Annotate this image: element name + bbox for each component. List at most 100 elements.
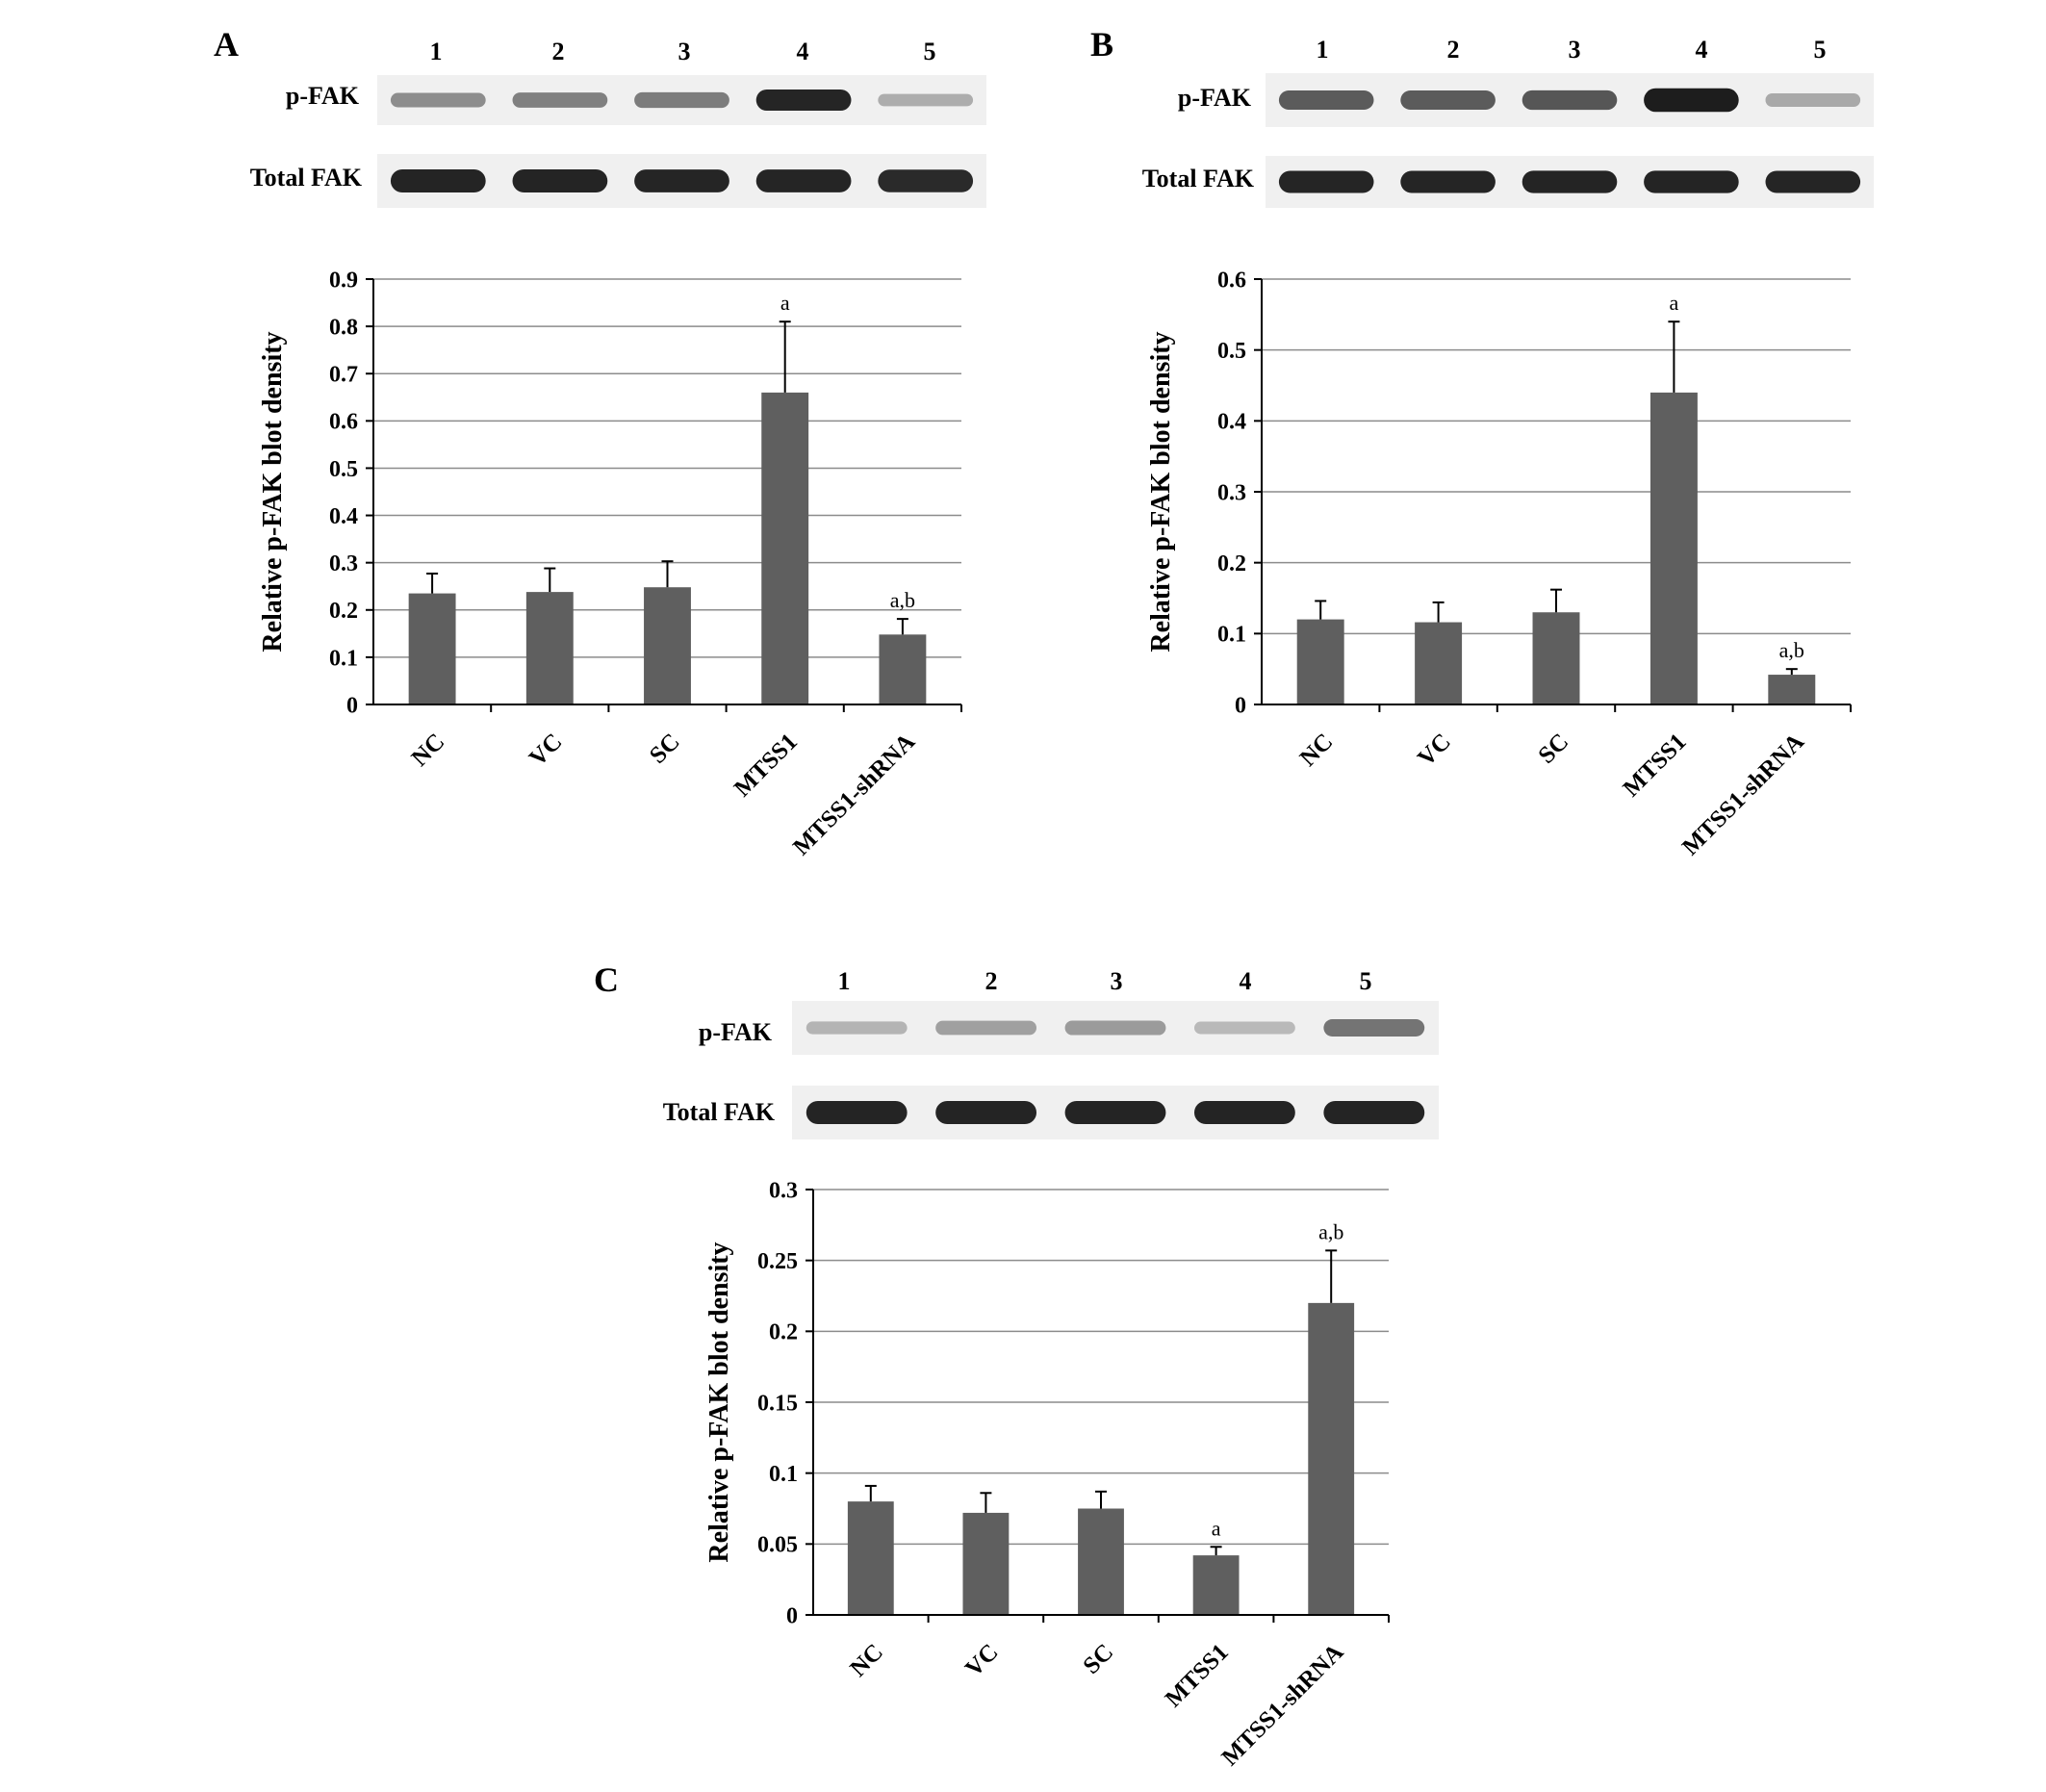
lane-number: 3 [1569, 36, 1581, 64]
blot-band [878, 93, 974, 107]
bar [1768, 675, 1816, 704]
blot-label-p-fak: p-FAK [699, 1018, 773, 1046]
bar [1650, 392, 1698, 704]
x-tick-label: MTSS1-shRNA [1216, 1639, 1348, 1771]
bar-chart-b: 0 0.1 0.2 0.3 0.4 0.5 0.6 NC VC SC a MTSS1 a,b MTSS1-… [1146, 268, 1852, 860]
blot-band [1400, 90, 1496, 110]
blot-label-total-fak: Total FAK [250, 164, 363, 192]
y-tick-label: 0.1 [1217, 623, 1246, 648]
y-tick-label: 0.15 [757, 1391, 798, 1416]
y-tick-label: 0.8 [329, 316, 358, 341]
significance-annotation: a [1212, 1516, 1221, 1540]
y-tick-label: 0.2 [769, 1320, 798, 1345]
lane-number: 5 [1814, 36, 1827, 64]
lane-number: 4 [797, 38, 809, 65]
bar [847, 1501, 894, 1615]
bar [525, 592, 574, 704]
significance-annotation: a [780, 291, 790, 315]
blot-band [390, 92, 486, 108]
lane-number: 1 [838, 967, 851, 995]
y-tick-label: 0 [346, 693, 358, 718]
y-tick-label: 0.6 [1217, 268, 1246, 293]
blot-band [1765, 93, 1861, 107]
blot-band [512, 92, 608, 108]
blot-band [1064, 1100, 1166, 1125]
y-tick-label: 0.4 [1217, 410, 1246, 435]
y-tick-label: 0.4 [329, 504, 358, 529]
blot-band [1765, 170, 1861, 193]
bar [1078, 1508, 1124, 1615]
blot-bands-total-fak [806, 1100, 1425, 1125]
lane-number-row: 1 2 3 4 5 [1317, 36, 1827, 64]
blot-bands-total-fak [390, 168, 974, 193]
blot-band [1193, 1100, 1295, 1125]
lane-number: 4 [1240, 967, 1252, 995]
lane-number-row: 1 2 3 4 5 [430, 38, 936, 65]
y-tick-label: 0.05 [757, 1533, 798, 1558]
blot-band [634, 91, 729, 109]
bar [1532, 612, 1580, 704]
blot-label-total-fak: Total FAK [1142, 165, 1255, 192]
y-axis-label: Relative p-FAK blot density [1146, 331, 1176, 652]
blot-label-total-fak: Total FAK [663, 1098, 776, 1126]
panel-label: C [594, 960, 619, 999]
blot-band [634, 169, 729, 192]
significance-annotation: a,b [1779, 638, 1804, 662]
x-tick-label: SC [1534, 729, 1574, 769]
bar [1192, 1555, 1240, 1615]
x-tick-label: SC [645, 729, 685, 769]
significance-annotation: a,b [1318, 1219, 1343, 1243]
y-tick-label: 0.1 [769, 1462, 798, 1487]
blot-band [512, 168, 608, 193]
lane-number: 4 [1696, 36, 1708, 64]
blot-band [1323, 1100, 1425, 1125]
x-tick-label: MTSS1 [729, 729, 803, 802]
blot-band [806, 1100, 908, 1125]
blot-label-p-fak: p-FAK [1178, 84, 1252, 112]
x-tick-label: NC [845, 1639, 888, 1682]
lane-number: 3 [1111, 967, 1123, 995]
blot-band [935, 1020, 1037, 1036]
lane-number: 2 [985, 967, 998, 995]
bar [879, 634, 927, 704]
blot-label-p-fak: p-FAK [286, 82, 360, 110]
bar [1296, 619, 1344, 704]
blot-bands-p-fak [390, 89, 974, 112]
panel-label: B [1090, 25, 1113, 64]
y-tick-label: 0.2 [329, 599, 358, 624]
significance-annotation: a,b [890, 588, 915, 612]
y-tick-label: 0.5 [1217, 339, 1246, 364]
blot-bands-p-fak [1278, 88, 1861, 113]
x-tick-label: NC [1295, 729, 1339, 772]
blot-band [806, 1021, 908, 1035]
y-tick-label: 0.3 [769, 1178, 798, 1203]
blot-band [1400, 170, 1496, 193]
bar [962, 1512, 1010, 1615]
blot-band [1193, 1021, 1295, 1035]
y-tick-label: 0.6 [329, 410, 358, 435]
blot-band [390, 168, 486, 193]
blot-bands-total-fak [1278, 170, 1861, 193]
x-tick-label: MTSS1-shRNA [788, 729, 920, 860]
blot-band [878, 169, 974, 192]
lane-number: 5 [1360, 967, 1372, 995]
blot-band [1522, 90, 1618, 111]
blot-band [755, 89, 852, 112]
blot-bands-p-fak [806, 1019, 1425, 1037]
bar [408, 593, 456, 704]
lane-number: 2 [1447, 36, 1460, 64]
blot-band [1644, 88, 1739, 113]
y-tick-label: 0.3 [1217, 480, 1246, 505]
y-tick-label: 0.25 [757, 1249, 798, 1274]
x-tick-label: NC [407, 729, 450, 772]
x-tick-label: SC [1079, 1639, 1119, 1679]
y-tick-label: 0.7 [329, 363, 358, 388]
y-tick-label: 0 [1235, 693, 1246, 718]
y-tick-label: 0.2 [1217, 551, 1246, 576]
x-tick-label: MTSS1 [1161, 1639, 1234, 1712]
y-tick-label: 0.3 [329, 551, 358, 576]
x-tick-label: MTSS1 [1619, 729, 1692, 802]
x-tick-label: VC [524, 729, 568, 772]
x-tick-label: VC [960, 1639, 1004, 1682]
